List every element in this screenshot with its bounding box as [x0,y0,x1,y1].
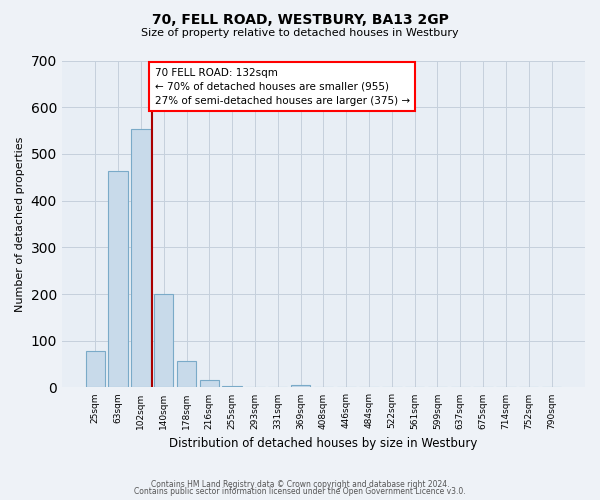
Bar [291,385,310,388]
Bar [177,361,196,388]
Bar [154,294,173,388]
Bar [223,386,242,388]
Text: Contains HM Land Registry data © Crown copyright and database right 2024.: Contains HM Land Registry data © Crown c… [151,480,449,489]
Y-axis label: Number of detached properties: Number of detached properties [15,136,25,312]
Bar [131,129,151,388]
Text: 70 FELL ROAD: 132sqm
← 70% of detached houses are smaller (955)
27% of semi-deta: 70 FELL ROAD: 132sqm ← 70% of detached h… [155,68,410,106]
Bar [86,351,105,388]
Text: Contains public sector information licensed under the Open Government Licence v3: Contains public sector information licen… [134,487,466,496]
Bar [109,171,128,388]
Text: 70, FELL ROAD, WESTBURY, BA13 2GP: 70, FELL ROAD, WESTBURY, BA13 2GP [152,12,448,26]
X-axis label: Distribution of detached houses by size in Westbury: Distribution of detached houses by size … [169,437,478,450]
Text: Size of property relative to detached houses in Westbury: Size of property relative to detached ho… [141,28,459,38]
Bar [200,380,219,388]
